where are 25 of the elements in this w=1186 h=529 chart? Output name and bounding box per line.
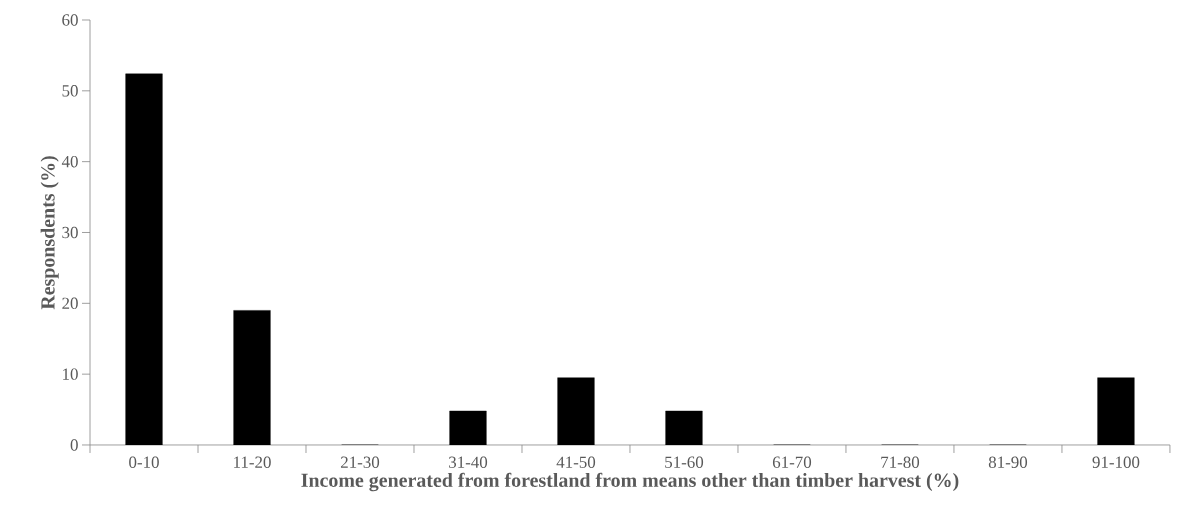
y-tick-label: 40	[61, 155, 78, 168]
x-tick-label: 61-70	[772, 456, 812, 468]
bar	[233, 310, 271, 445]
bar	[557, 377, 595, 445]
y-tick-label: 30	[62, 226, 78, 239]
x-tick-label: 51-60	[665, 456, 704, 468]
x-tick-label: 0-10	[129, 456, 159, 468]
y-tick-label: 50	[62, 85, 78, 97]
x-tick-label: 91-100	[1092, 456, 1140, 468]
x-tick-label: 11-20	[234, 456, 271, 468]
y-tick-label: 0	[70, 439, 78, 451]
y-tick-label: 60	[62, 14, 78, 26]
x-tick-label: 71-80	[881, 456, 920, 468]
x-tick-label: 81-90	[988, 456, 1028, 468]
bar	[125, 73, 163, 445]
bar	[449, 410, 487, 445]
y-tick-label: 20	[62, 297, 78, 310]
bar	[665, 410, 703, 445]
x-tick-label: 21-30	[340, 456, 380, 468]
x-tick-label: 31-40	[449, 456, 488, 468]
bar	[1097, 377, 1135, 445]
x-axis-title: Income generated from forestland from means other than timber harvest (%)	[301, 472, 959, 492]
x-tick-label: 41-50	[556, 456, 596, 468]
y-tick-label: 10	[63, 368, 78, 380]
y-axis-title: Responsdents (%)	[40, 156, 59, 310]
